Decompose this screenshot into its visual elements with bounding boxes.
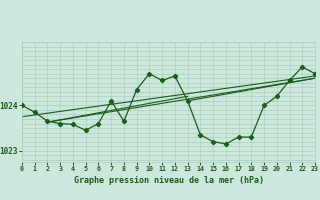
X-axis label: Graphe pression niveau de la mer (hPa): Graphe pression niveau de la mer (hPa) — [74, 176, 263, 185]
